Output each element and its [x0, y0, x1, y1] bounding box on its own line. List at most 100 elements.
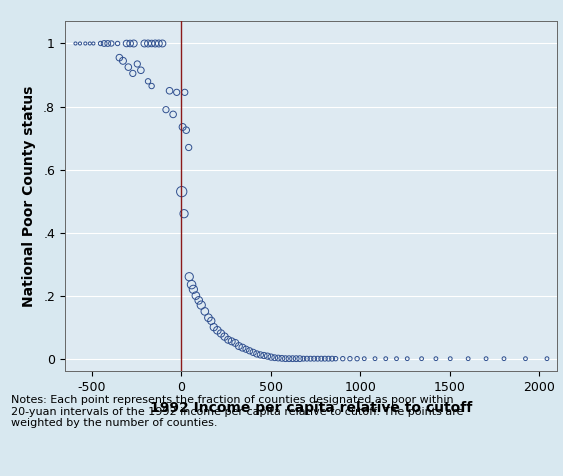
Point — [100, 40, 109, 47]
Point — [89, 40, 98, 47]
Point — [392, 355, 401, 363]
Point — [204, 314, 213, 321]
Point — [178, 123, 187, 131]
Point — [158, 40, 167, 47]
Point — [124, 63, 133, 71]
Point — [245, 347, 254, 355]
Point — [310, 355, 319, 363]
Point — [118, 57, 127, 65]
Point — [352, 355, 361, 363]
Point — [154, 40, 163, 47]
Point — [302, 355, 311, 363]
Point — [162, 106, 171, 113]
Point — [227, 337, 236, 345]
Point — [200, 307, 209, 315]
Point — [216, 330, 225, 337]
Point — [151, 40, 160, 47]
Point — [381, 355, 390, 363]
Point — [140, 40, 149, 47]
Point — [238, 344, 247, 351]
Point — [234, 342, 243, 350]
Point — [543, 355, 552, 363]
Point — [249, 348, 258, 356]
Point — [252, 350, 261, 358]
Point — [189, 286, 198, 293]
Point — [177, 188, 186, 196]
Point — [317, 355, 326, 363]
Point — [360, 355, 369, 363]
Point — [220, 333, 229, 340]
Point — [346, 355, 355, 363]
Point — [187, 281, 196, 288]
Point — [129, 40, 138, 47]
Point — [144, 78, 153, 85]
Point — [115, 54, 124, 61]
Point — [274, 354, 283, 362]
Point — [403, 355, 412, 363]
Point — [499, 355, 508, 363]
Point — [331, 355, 340, 363]
Point — [96, 40, 105, 47]
Point — [417, 355, 426, 363]
Point — [107, 40, 116, 47]
Point — [86, 40, 95, 47]
Point — [169, 110, 178, 118]
Point — [75, 40, 84, 47]
Point — [284, 355, 293, 363]
Point — [103, 40, 112, 47]
Point — [147, 40, 156, 47]
Point — [324, 355, 333, 363]
Point — [71, 40, 80, 47]
Point — [136, 67, 145, 74]
Point — [196, 301, 205, 309]
Point — [128, 69, 137, 77]
Point — [224, 336, 233, 344]
Point — [256, 351, 265, 359]
Point — [180, 210, 189, 218]
Y-axis label: National Poor County status: National Poor County status — [22, 86, 36, 307]
Point — [306, 355, 315, 363]
Point — [207, 317, 216, 325]
Point — [431, 355, 440, 363]
Point — [260, 352, 269, 359]
Text: Notes: Each point represents the fraction of counties designated as poor within
: Notes: Each point represents the fractio… — [11, 395, 464, 428]
Point — [113, 40, 122, 47]
Point — [446, 355, 455, 363]
Point — [133, 60, 142, 68]
Point — [295, 355, 304, 363]
Point — [267, 353, 276, 361]
Point — [292, 355, 301, 363]
Point — [182, 126, 191, 134]
Point — [194, 297, 203, 304]
Point — [172, 89, 181, 96]
Point — [184, 144, 193, 151]
Point — [278, 355, 287, 362]
Point — [180, 89, 189, 96]
Point — [81, 40, 90, 47]
Point — [328, 355, 337, 363]
Point — [481, 355, 490, 363]
Point — [213, 327, 222, 334]
Point — [185, 273, 194, 280]
Point — [144, 40, 153, 47]
Point — [165, 87, 174, 95]
Point — [147, 82, 156, 90]
Point — [242, 346, 251, 353]
Point — [281, 355, 290, 363]
Point — [521, 355, 530, 363]
Point — [313, 355, 322, 363]
Point — [464, 355, 473, 363]
Point — [338, 355, 347, 363]
Point — [263, 352, 272, 360]
Point — [320, 355, 329, 363]
Point — [288, 355, 297, 363]
Point — [231, 339, 240, 347]
Point — [370, 355, 379, 363]
Point — [191, 292, 200, 299]
Point — [126, 40, 135, 47]
Point — [299, 355, 308, 363]
Point — [270, 354, 279, 362]
Point — [209, 323, 218, 331]
Point — [122, 40, 131, 47]
X-axis label: 1992 Income per capita relative to cutoff: 1992 Income per capita relative to cutof… — [150, 401, 472, 415]
